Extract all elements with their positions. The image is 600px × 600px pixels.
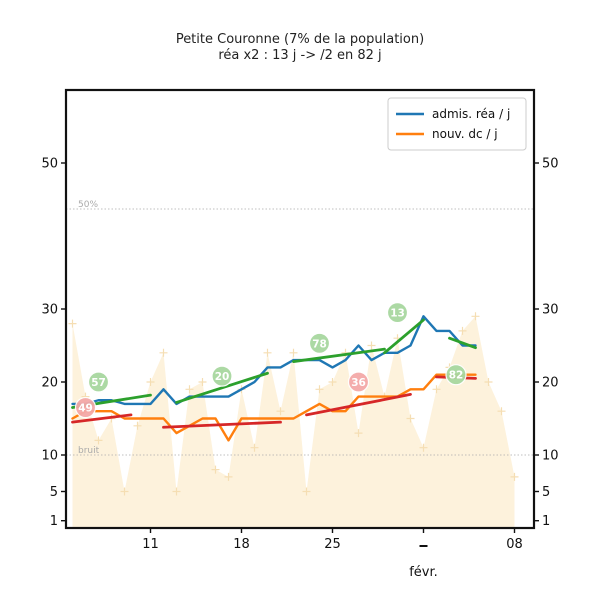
daily-admission-marker <box>94 436 103 445</box>
legend-box <box>387 97 527 151</box>
reference-line-label: 50% <box>78 200 98 210</box>
doubling-label-text: 36 <box>351 377 366 389</box>
legend-label: nouv. dc / j <box>432 127 498 141</box>
y-tick-label-right: 30 <box>542 303 559 318</box>
x-tick-label: 11 <box>142 537 159 552</box>
daily-admission-marker <box>120 487 129 496</box>
daily-admission-marker <box>510 472 519 481</box>
daily-admissions-layer <box>68 312 519 528</box>
y-tick-label-left: 1 <box>50 514 58 529</box>
daily-admission-marker <box>289 348 298 357</box>
daily-admission-marker <box>432 385 441 394</box>
x-tick-label: 18 <box>233 537 250 552</box>
daily-admission-marker <box>263 348 272 357</box>
doubling-label-bubble <box>386 302 409 324</box>
doubling-label-text: 57 <box>91 377 106 389</box>
fit-line <box>71 413 133 424</box>
x-tick-label: 08 <box>506 537 523 552</box>
chart-subtitle: réa x2 : 13 j -> /2 en 82 j <box>218 48 382 63</box>
daily-admission-marker <box>367 341 376 350</box>
doubling-label-text: 13 <box>390 308 405 320</box>
y-tick-label-left: 20 <box>41 376 58 391</box>
daily-admission-marker <box>250 443 259 452</box>
daily-admission-marker <box>354 429 363 438</box>
daily-admission-marker <box>471 312 480 321</box>
daily-admission-marker <box>419 443 428 452</box>
daily-admission-marker <box>146 378 155 386</box>
daily-admission-marker <box>406 414 415 423</box>
y-tick-label-right: 10 <box>542 449 559 464</box>
reference-line-label: bruit <box>78 446 100 456</box>
doubling-labels-layer: 57 49 20 78 36 13 82 <box>74 302 467 419</box>
y-tick-label-left: 5 <box>50 485 58 500</box>
daily-admission-marker <box>198 378 207 386</box>
daily-admission-marker <box>328 378 337 386</box>
y-tick-label-left: 30 <box>41 303 58 318</box>
fit-line <box>162 420 282 429</box>
legend: admis. réa / j nouv. dc / j <box>387 97 527 151</box>
doubling-label-text: 49 <box>78 403 93 415</box>
series-layer <box>71 315 477 442</box>
fit-line <box>448 336 477 350</box>
chart-title: Petite Couronne (7% de la population) <box>175 32 425 47</box>
daily-admission-marker <box>458 326 467 335</box>
month-label: févr. <box>409 565 438 580</box>
y-tick-label-right: 5 <box>542 485 550 500</box>
daily-admission-marker <box>484 378 493 386</box>
fit-line <box>175 371 269 404</box>
y-tick-label-right: 20 <box>542 376 559 391</box>
daily-admission-marker <box>497 407 506 416</box>
daily-admission-marker <box>133 421 142 430</box>
daily-admission-marker <box>276 407 285 416</box>
doubling-label-bubble <box>87 371 110 393</box>
daily-admission-marker <box>185 385 194 394</box>
daily-admission-marker <box>302 487 311 496</box>
daily-admissions-area <box>72 316 515 528</box>
daily-admission-marker <box>159 348 168 357</box>
daily-admission-marker <box>211 465 220 474</box>
daily-admission-marker <box>68 319 77 328</box>
doubling-label-bubble <box>308 332 331 354</box>
daily-admission-marker <box>315 385 324 394</box>
y-tick-label-right: 1 <box>542 514 550 529</box>
legend-label: admis. réa / j <box>432 107 510 121</box>
doubling-label-bubble <box>74 396 97 419</box>
daily-admission-marker <box>172 487 181 496</box>
series-line <box>71 315 477 406</box>
fit-line <box>383 318 425 355</box>
doubling-label-bubble <box>445 364 467 386</box>
doubling-label-text: 78 <box>312 338 327 350</box>
doubling-label-bubble <box>347 371 370 393</box>
daily-admission-marker <box>224 472 233 481</box>
fit-line <box>305 393 412 417</box>
x-tick-label: 25 <box>324 537 341 552</box>
y-tick-label-left: 50 <box>41 157 58 172</box>
doubling-label-bubble <box>211 365 233 387</box>
doubling-label-text: 20 <box>215 371 230 383</box>
y-tick-label-right: 50 <box>542 157 559 172</box>
y-tick-label-left: 10 <box>41 449 58 464</box>
annotation-layer: 50% bruit <box>66 200 534 456</box>
series-line <box>71 373 477 442</box>
doubling-label-text: 82 <box>449 370 464 382</box>
fit-line <box>292 347 386 363</box>
